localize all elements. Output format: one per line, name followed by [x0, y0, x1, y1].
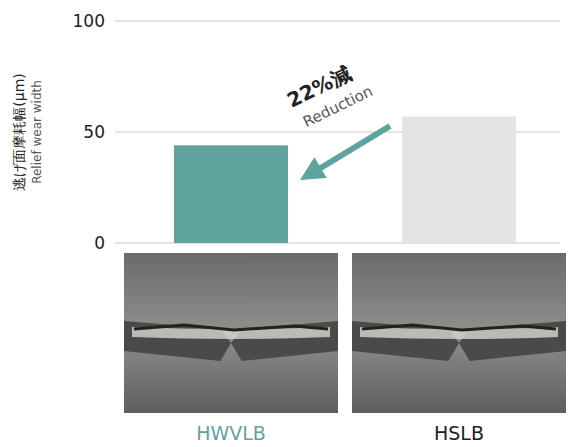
annotation: Reduction	[300, 82, 375, 131]
bars	[174, 116, 516, 243]
photo	[124, 253, 338, 413]
category-label: HSLB	[434, 422, 484, 444]
bar	[174, 145, 288, 243]
photo	[352, 253, 566, 413]
category-label: HWVLB	[196, 422, 266, 444]
axis-title: Relief wear width	[30, 80, 44, 184]
axis-title: 逃げ面摩耗幅(μm)	[11, 73, 27, 190]
photo-detail	[362, 325, 556, 330]
grid-line	[115, 21, 560, 22]
bar	[402, 116, 516, 243]
chart: 0 50 100 逃げ面摩耗幅(μm)Relief wear width HWVLB HS…	[0, 0, 571, 447]
arrow	[314, 126, 390, 172]
tick-label: 0	[94, 233, 105, 253]
tick-label: 100	[73, 11, 105, 31]
arrow-head	[300, 157, 327, 180]
tick-label: 50	[83, 122, 105, 142]
photo-detail	[134, 325, 328, 330]
